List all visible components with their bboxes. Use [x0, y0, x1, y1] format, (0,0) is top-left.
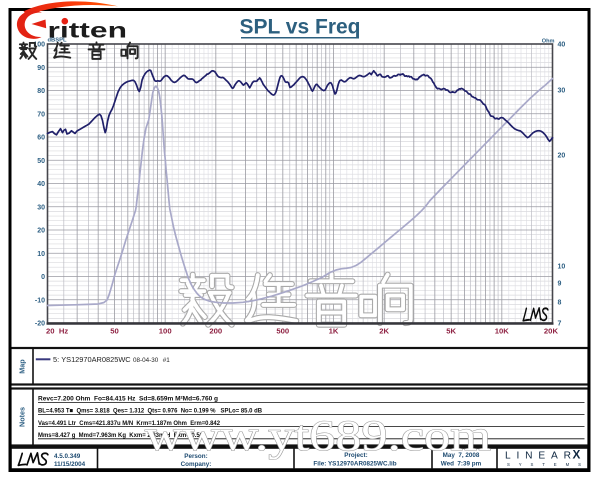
svg-text:May 7, 2008: May 7, 2008 [443, 452, 480, 459]
svg-text:10: 10 [558, 264, 566, 271]
svg-text:20 Hz: 20 Hz [46, 327, 68, 336]
svg-text:BL=4.953 T■ Qms= 3.818 Qes=: BL=4.953 T■ Qms= 3.818 Qes= 1.312 Qts= 0… [38, 408, 262, 415]
svg-text:20: 20 [558, 153, 566, 160]
svg-text:Mms=8.427 g Mmd=7.963m Kg Kx: Mms=8.427 g Mmd=7.963m Kg Kxm= 2.83m H E… [38, 432, 203, 439]
svg-text:08-04-30: 08-04-30 [133, 357, 159, 364]
svg-text:100: 100 [159, 327, 172, 336]
svg-text:500: 500 [276, 327, 289, 336]
svg-text:Vas=4.491 Ltr Cms=421.837u M/: Vas=4.491 Ltr Cms=421.837u M/N Krm=1.187… [38, 420, 220, 427]
svg-text:7: 7 [558, 321, 562, 328]
svg-text:5K: 5K [446, 327, 456, 336]
svg-text:10K: 10K [495, 327, 510, 336]
svg-text:100: 100 [33, 42, 45, 49]
svg-text:80: 80 [37, 88, 45, 95]
svg-text:-20: -20 [35, 321, 45, 328]
svg-text:0: 0 [41, 274, 45, 281]
svg-text:30: 30 [558, 88, 566, 95]
svg-text:4.5.0.349: 4.5.0.349 [54, 453, 81, 460]
svg-text:200: 200 [209, 327, 222, 336]
svg-text:Ohm: Ohm [542, 38, 555, 44]
svg-text:8: 8 [558, 299, 562, 306]
svg-text:rıtten: rıtten [48, 20, 128, 43]
svg-text:SPL vs Freq: SPL vs Freq [240, 16, 361, 39]
svg-text:Person:: Person: [184, 453, 207, 460]
svg-text:X: X [573, 448, 581, 462]
svg-text:Company:: Company: [181, 461, 212, 468]
svg-text:10: 10 [37, 251, 45, 258]
svg-text:1K: 1K [329, 327, 339, 336]
svg-text:File: YS12970AR0825WC.lib: File: YS12970AR0825WC.lib [313, 461, 396, 468]
svg-text:9: 9 [558, 281, 562, 288]
svg-text:Wed 7:39 pm: Wed 7:39 pm [441, 461, 482, 468]
svg-text:20K: 20K [544, 327, 559, 336]
svg-text:dBSPL: dBSPL [48, 38, 67, 44]
svg-text:70: 70 [37, 112, 45, 119]
svg-text:50: 50 [110, 327, 119, 336]
svg-text:S Y S T E M S: S Y S T E M S [507, 462, 581, 467]
svg-text:www.yt689.com: www.yt689.com [145, 413, 491, 460]
svg-text:#1: #1 [163, 357, 171, 364]
svg-text:30: 30 [37, 204, 45, 211]
svg-text:40: 40 [37, 181, 45, 188]
svg-text:Map: Map [18, 359, 27, 374]
svg-text:5: YS12970AR0825WC: 5: YS12970AR0825WC [53, 355, 131, 364]
svg-text:Revc=7.200 Ohm Fo=84.415 Hz: Revc=7.200 Ohm Fo=84.415 Hz Sd=8.659m M²… [38, 396, 218, 403]
svg-text:-10: -10 [35, 297, 45, 304]
svg-text:40: 40 [558, 42, 566, 49]
svg-text:90: 90 [37, 65, 45, 72]
svg-text:LINEAR: LINEAR [505, 451, 571, 462]
svg-text:11/15/2004: 11/15/2004 [54, 461, 86, 468]
svg-text:50: 50 [37, 158, 45, 165]
svg-text:Project:: Project: [344, 452, 367, 459]
svg-text:Notes: Notes [18, 407, 27, 427]
svg-text:20: 20 [37, 228, 45, 235]
svg-text:2K: 2K [379, 327, 389, 336]
svg-text:60: 60 [37, 135, 45, 142]
